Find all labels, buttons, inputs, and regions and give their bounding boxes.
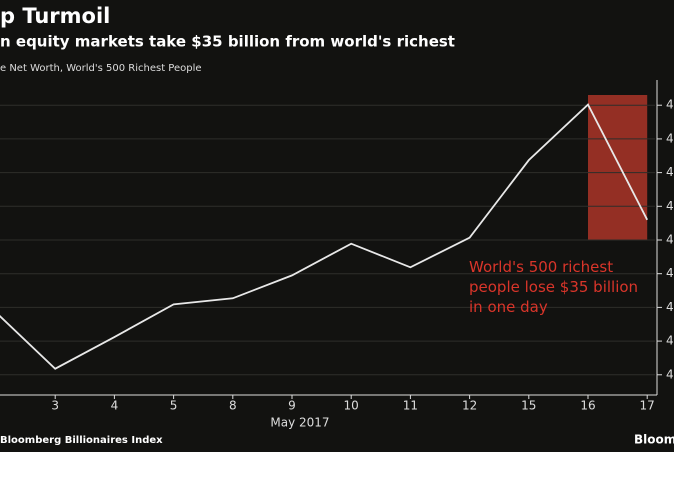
y-tick-label: 4 xyxy=(666,131,674,145)
x-tick-label: 5 xyxy=(170,399,178,413)
x-tick-label: 8 xyxy=(229,399,237,413)
y-tick-label: 4 xyxy=(666,98,674,112)
brand: Bloom xyxy=(634,433,674,447)
annotation-line: people lose $35 billion xyxy=(469,278,638,296)
annotation: World's 500 richest people lose $35 billi… xyxy=(469,258,638,316)
y-tick-label: 4 xyxy=(666,334,674,348)
x-tick-label: 10 xyxy=(344,399,359,413)
x-axis-title: May 2017 xyxy=(270,416,329,430)
chart-title: p Turmoil xyxy=(0,4,110,28)
y-tick-label: 4 xyxy=(666,266,674,280)
x-tick-label: 11 xyxy=(403,399,418,413)
x-tick-label: 4 xyxy=(111,399,119,413)
y-tick-label: 4 xyxy=(666,367,674,381)
x-tick-label: 3 xyxy=(51,399,59,413)
x-tick-label: 16 xyxy=(580,399,595,413)
chart-subtitle: n equity markets take $35 billion from w… xyxy=(0,33,455,51)
x-tick-label: 12 xyxy=(462,399,477,413)
x-tick-label: 9 xyxy=(288,399,296,413)
x-tick-label: 17 xyxy=(640,399,655,413)
y-tick-label: 4 xyxy=(666,233,674,247)
y-tick-label: 4 xyxy=(666,199,674,213)
source: Bloomberg Billionaires Index xyxy=(0,435,163,446)
annotation-line: in one day xyxy=(469,298,548,316)
y-axis-title: e Net Worth, World's 500 Richest People xyxy=(0,63,202,74)
line xyxy=(0,103,649,370)
x-tick-label: 15 xyxy=(521,399,536,413)
y-tick-label: 4 xyxy=(666,300,674,314)
highlight-box xyxy=(588,95,648,240)
annotation-line: World's 500 richest xyxy=(469,258,613,276)
background xyxy=(0,0,674,452)
y-tick-label: 4 xyxy=(666,165,674,179)
